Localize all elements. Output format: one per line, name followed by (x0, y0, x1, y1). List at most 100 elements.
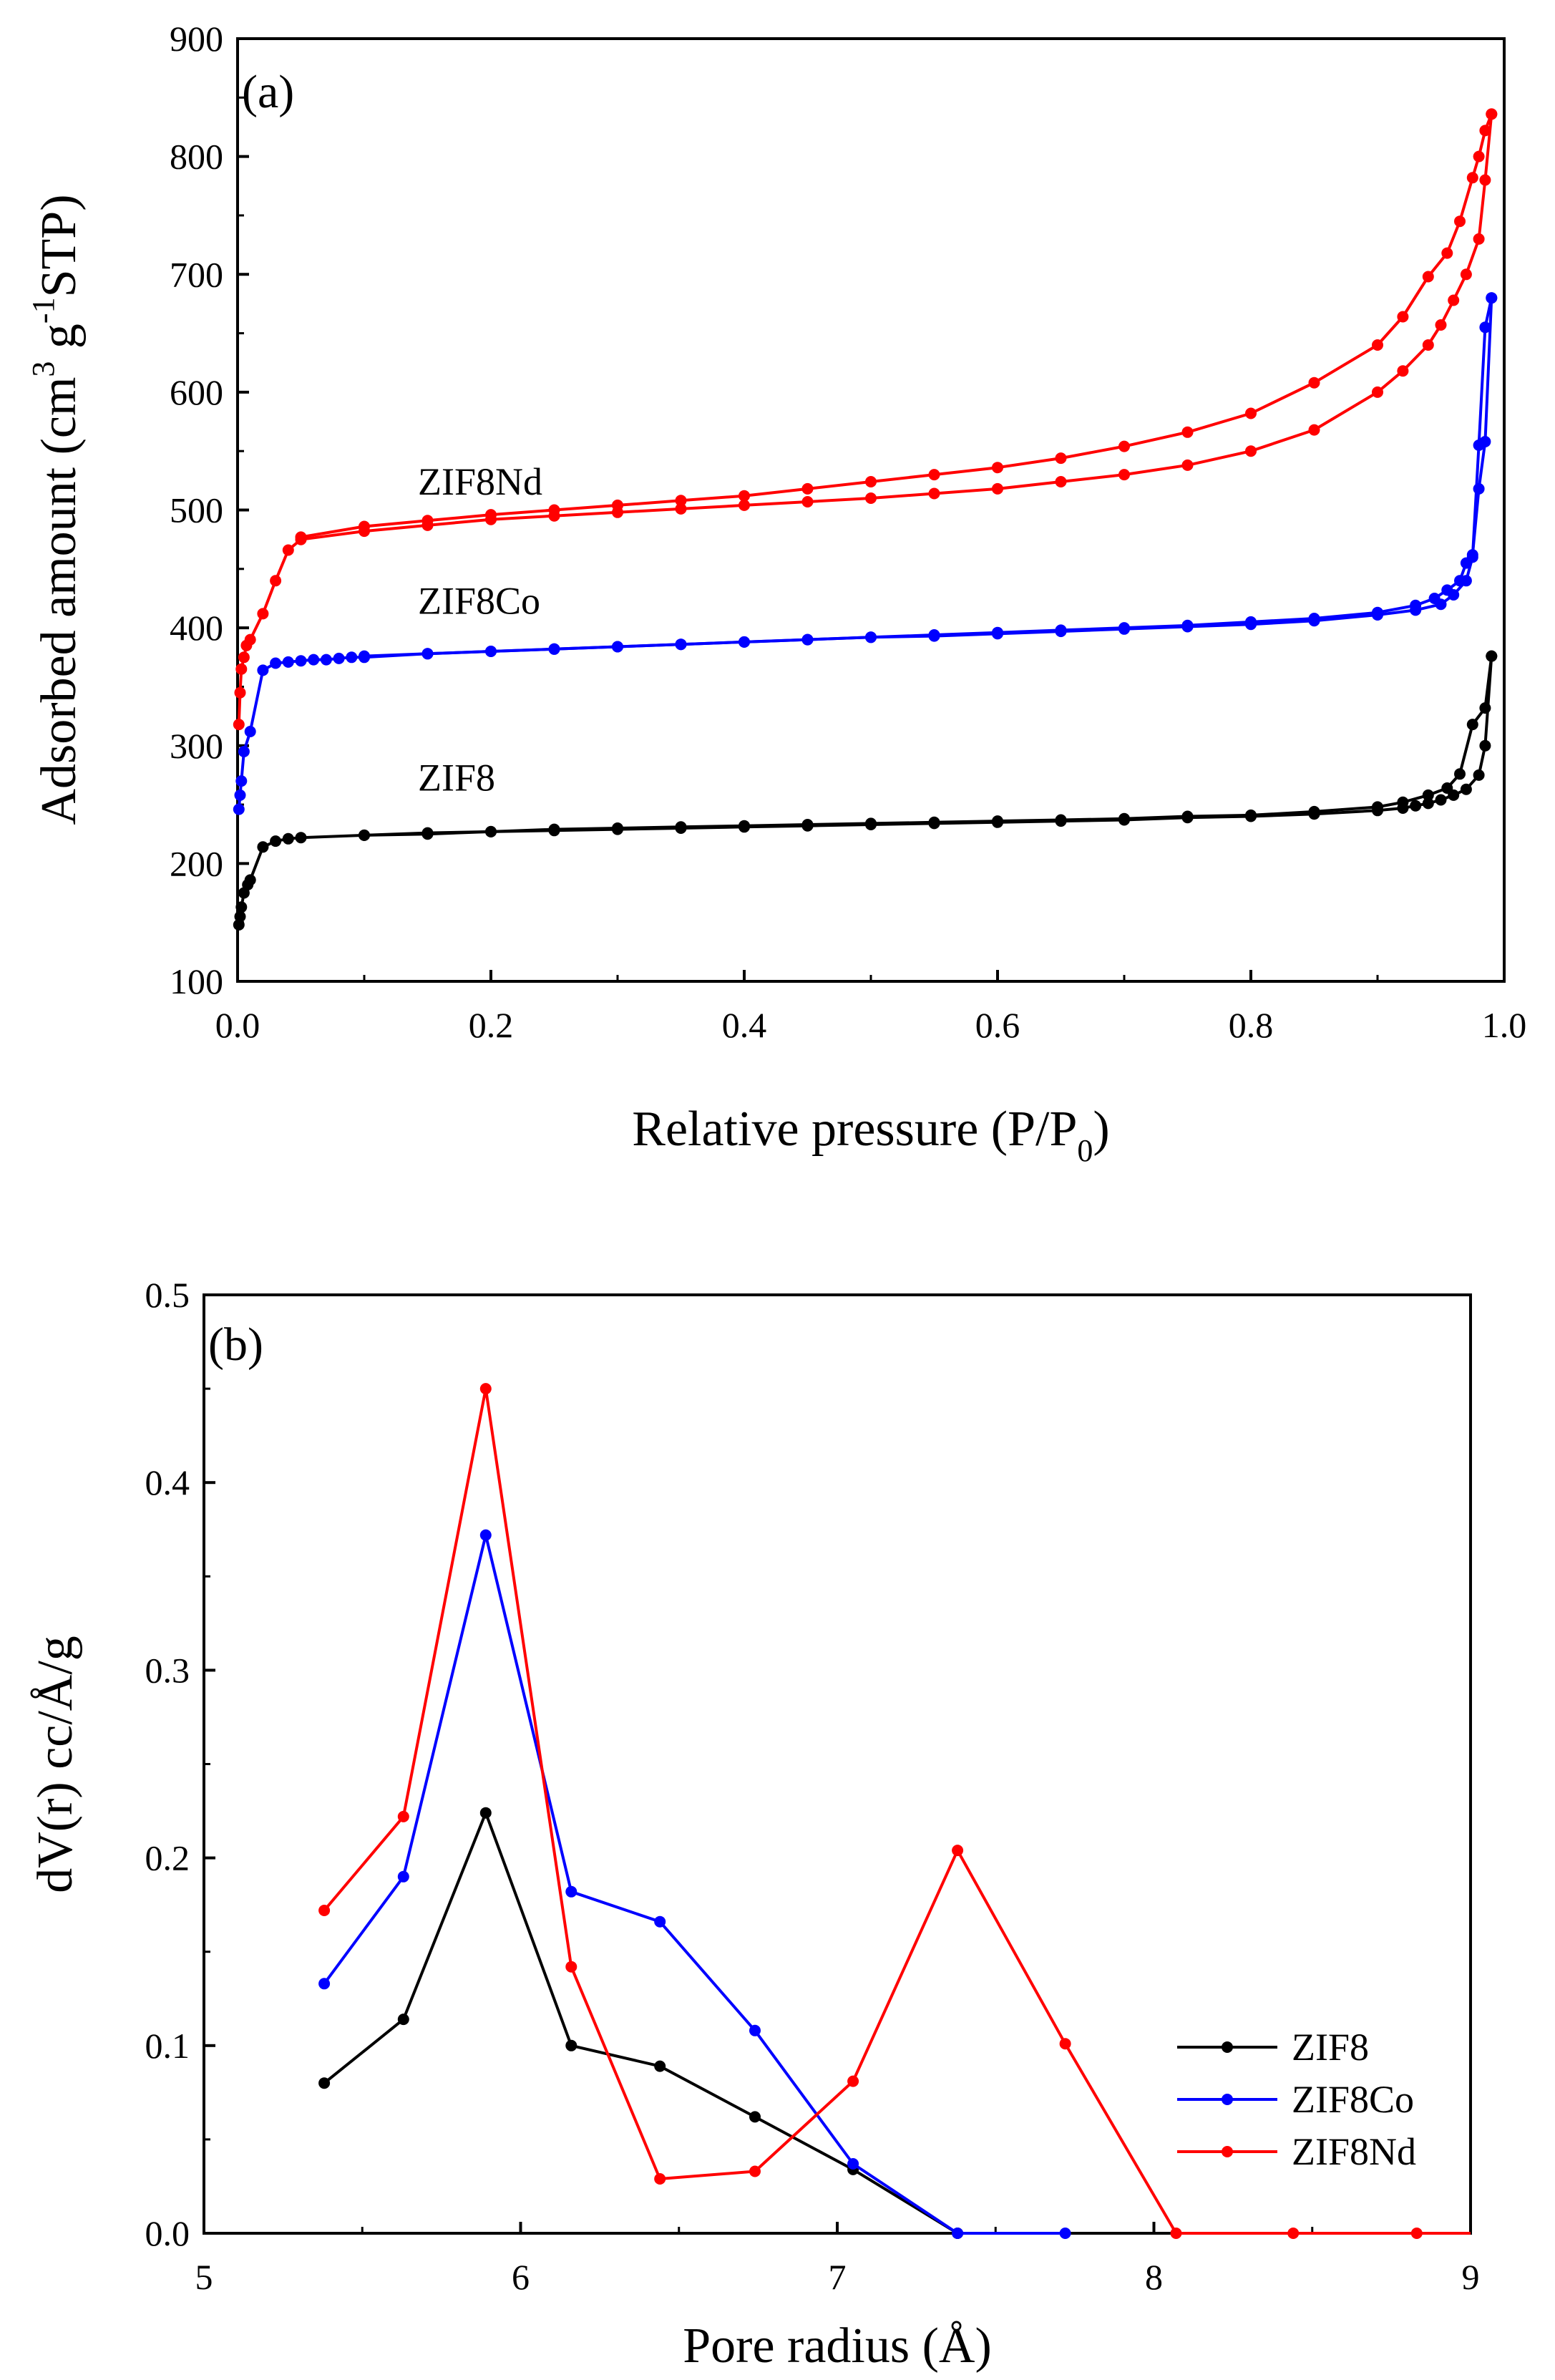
panel-a-zif8nd-point (1181, 459, 1194, 471)
panel-a-x-tick-label: 1.0 (1482, 1005, 1527, 1045)
panel-a-zif8nd-point (235, 663, 248, 675)
panel-b-ticks: 5 6 7 8 9 0.0 0.1 0.2 0.3 0.4 0.5 (145, 1275, 1480, 2297)
panel-a-zif8co-point (359, 650, 370, 662)
panel-a-zif8-point (992, 815, 1003, 827)
panel-a-zif8-point (1466, 719, 1478, 731)
panel-a-zif8nd-point (270, 575, 282, 587)
panel-a-y-tick-label: 100 (170, 961, 223, 1001)
panel-a-zif8nd-point (928, 469, 940, 481)
panel-a-zif8-point (1308, 805, 1320, 817)
panel-b-zif8nd-point (1059, 2038, 1071, 2050)
panel-a-x-title-close: ) (1093, 1102, 1109, 1157)
panel-a-zif8-point (1055, 814, 1067, 826)
panel-a-zif8nd-point (1460, 268, 1472, 281)
panel-a-series-zif8co (233, 292, 1498, 815)
panel-a-zif8nd-point (1422, 339, 1434, 351)
panel-b-x-tick-label: 9 (1462, 2257, 1480, 2297)
panel-a-zif8-point (1479, 739, 1491, 752)
panel-a-zif8co-point (320, 654, 332, 666)
panel-a-zif8-point (1460, 783, 1472, 795)
panel-a-zif8nd-point (612, 499, 623, 511)
panel-a-zif8-point (270, 835, 282, 847)
legend-label-zif8: ZIF8 (1292, 2026, 1369, 2069)
panel-a-zif8-point (738, 820, 750, 832)
panel-a-y-tick-label: 900 (170, 19, 223, 59)
panel-a-x-tick-label: 0.2 (469, 1005, 514, 1045)
panel-a-zif8co-point (865, 631, 877, 643)
panel-a-zif8nd-point (675, 495, 687, 507)
panel-a-x-title-sub: 0 (1077, 1133, 1093, 1168)
panel-a-label-zif8: ZIF8 (418, 756, 495, 799)
panel-b-x-tick-label: 6 (512, 2257, 530, 2297)
panel-a-zif8co-point (485, 646, 497, 657)
panel-a-zif8-point (282, 832, 294, 845)
panel-a-zif8co-point (675, 638, 687, 651)
panel-a-zif8co-point (1410, 599, 1422, 611)
panel-a-x-tick-label: 0.8 (1229, 1005, 1274, 1045)
panel-b-y-tick-label: 0.0 (145, 2213, 190, 2253)
panel-a-ticks: 0.0 0.2 0.4 0.6 0.8 1.0 100 200 300 400 500 600 700 8… (170, 19, 1526, 1045)
panel-b-y-tick-label: 0.5 (145, 1275, 190, 1315)
panel-a-plot-frame (236, 37, 1506, 983)
panel-a-y-tick-label: 200 (170, 843, 223, 883)
panel-a-zif8-point (675, 821, 687, 833)
panel-a-zif8nd-point (1245, 445, 1257, 457)
panel-a-zif8nd-point (1473, 233, 1485, 245)
panel-a-zif8-point (244, 874, 256, 886)
panel-b-zif8nd-point (318, 1905, 331, 1916)
panel-a-zif8-point (1441, 782, 1453, 794)
panel-b-zif8co-point (749, 2024, 761, 2036)
panel-a-zif8co-point (1466, 549, 1478, 561)
panel-a-zif8co-point (308, 654, 320, 666)
panel-a-zif8nd-point (485, 509, 497, 521)
panel-a-zif8-point (1181, 810, 1194, 822)
panel-a-zif8-point (1245, 809, 1257, 821)
panel-a-x-tick-label: 0.6 (975, 1005, 1020, 1045)
panel-a-zif8-point (421, 827, 434, 839)
panel-b-zif8nd-point (654, 2173, 666, 2185)
panel-a-zif8nd-point (421, 515, 434, 527)
panel-b-zif8-line (323, 1811, 959, 2235)
panel-a-zif8co-point (1479, 321, 1491, 334)
panel-a-zif8-point (234, 910, 246, 923)
panel-b-series-zif8co (318, 1529, 1071, 2239)
panel-b-zif8nd-point (1170, 2228, 1182, 2239)
panel-a-y-title-sup-neg1: -1 (26, 297, 61, 324)
panel-a-zif8co-point (238, 746, 250, 757)
panel-b-zif8nd-point (565, 1961, 577, 1973)
panel-a-y-title-part-3: STP) (31, 194, 87, 297)
panel-a-y-tick-label: 800 (170, 137, 223, 177)
panel-a-y-tick-label: 600 (170, 372, 223, 412)
panel-a-zif8co-point (233, 803, 245, 815)
panel-a-zif8co-point (1245, 616, 1257, 628)
panel-a-y-tick-label: 300 (170, 726, 223, 766)
panel-a-zif8co-point (244, 726, 256, 737)
panel-b-zif8nd-point (847, 2075, 859, 2087)
panel-a-zif8-point (612, 822, 623, 834)
panel-a-zif8-point (295, 832, 307, 844)
panel-a-zif8nd-point (1308, 424, 1320, 436)
panel-a-zif8nd-point (1372, 339, 1383, 351)
panel-a-zif8nd-point (1397, 311, 1409, 323)
panel-a-zif8co-point (333, 652, 345, 664)
panel-a-zif8nd-point (1435, 319, 1447, 331)
panel-a-zif8co-point (1441, 584, 1453, 596)
panel-a-zif8co-point (282, 656, 294, 668)
panel-a-label-zif8nd: ZIF8Nd (418, 460, 542, 503)
panel-a-zif8nd-point (1118, 469, 1130, 481)
panel-a-zif8nd-point (992, 462, 1003, 474)
legend-item-zif8nd: ZIF8Nd (1177, 2130, 1416, 2173)
panel-a-y-title-sup-3: 3 (26, 361, 61, 377)
panel-a-zif8co-point (1308, 613, 1320, 624)
panel-b-zif8co-line (323, 1533, 1066, 2235)
panel-b-series-zif8nd (318, 1383, 1471, 2239)
panel-b-zif8-point (565, 2039, 577, 2051)
panel-b-y-axis-title: dV(r) cc/Å/g (28, 1636, 83, 1893)
panel-b-zif8nd-point (1410, 2228, 1423, 2239)
panel-a-zif8-point (257, 841, 269, 853)
panel-a-zif8nd-point (1181, 426, 1194, 438)
panel-b-zif8co-point (318, 1978, 331, 1990)
legend-item-zif8co: ZIF8Co (1177, 2078, 1414, 2121)
panel-a-zif8-point (1473, 769, 1485, 781)
panel-a-zif8-point (548, 823, 560, 835)
